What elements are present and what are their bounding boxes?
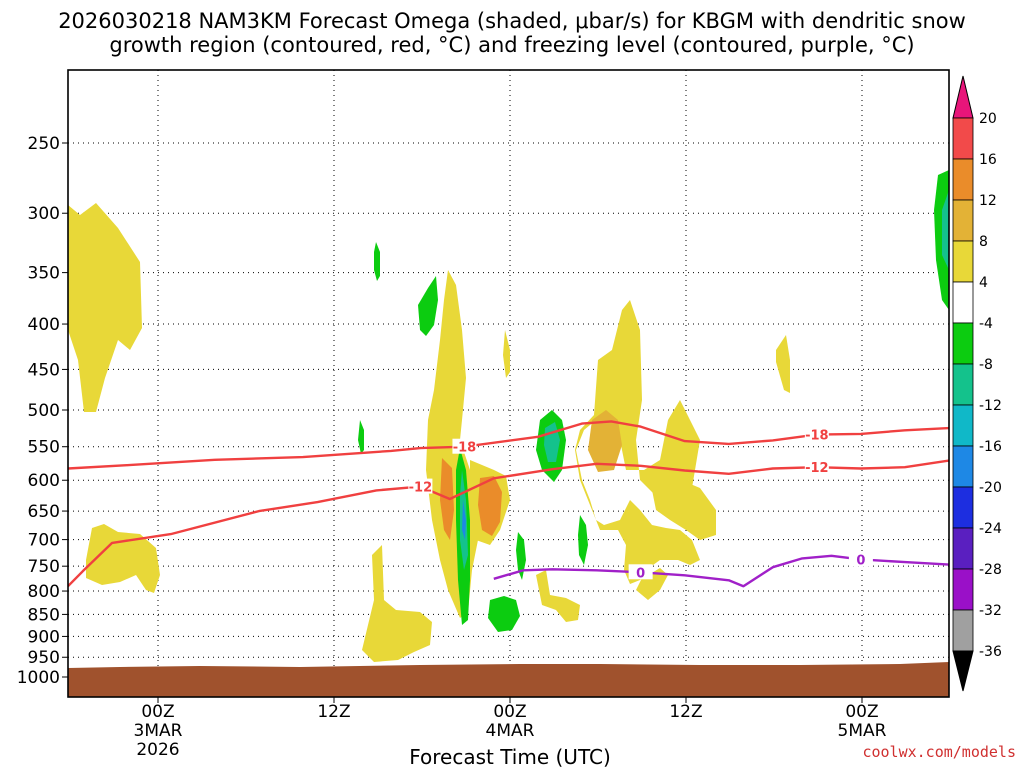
omega-area-low-left bbox=[362, 545, 432, 662]
colorbar-bin-2 bbox=[952, 199, 974, 242]
colorbar-label-2: 12 bbox=[979, 193, 997, 209]
omega-area-upper-mid bbox=[503, 330, 510, 378]
omega-area-green-low bbox=[488, 596, 520, 632]
y-tick-label-600: 600 bbox=[28, 471, 60, 491]
y-tick-label-950: 950 bbox=[28, 648, 60, 668]
omega-area-east-column bbox=[575, 300, 700, 600]
colorbar-bin-1 bbox=[952, 158, 974, 201]
omega-area-east-right bbox=[650, 478, 716, 540]
colorbar-label-1: 16 bbox=[979, 152, 997, 168]
y-tick-label-400: 400 bbox=[28, 315, 60, 335]
colorbar-bin-10 bbox=[952, 527, 974, 570]
x-tick-label-1: 12Z bbox=[317, 702, 350, 722]
colorbar-bin-11 bbox=[952, 568, 974, 611]
omega-area-small-1 bbox=[374, 242, 380, 281]
omega-area-early-low bbox=[86, 524, 160, 593]
contour-label-1-0: -12 bbox=[409, 481, 433, 496]
colorbar-bin-12 bbox=[952, 609, 974, 652]
y-tick-label-650: 650 bbox=[28, 502, 60, 522]
y-tick-label-850: 850 bbox=[28, 605, 60, 625]
colorbar-bin-9 bbox=[952, 486, 974, 529]
contour-label-0-1: -18 bbox=[805, 429, 829, 444]
contour-label-bg-1-0 bbox=[408, 478, 433, 494]
contour-label-bg-2-1 bbox=[848, 551, 873, 567]
contour-label-bg-0-1 bbox=[804, 426, 829, 442]
colorbar-label-9: -20 bbox=[979, 480, 1002, 496]
x-tick-label-0: 00Z bbox=[141, 702, 174, 722]
omega-area-blue-core bbox=[462, 500, 466, 540]
contour-label-bg-2-0 bbox=[628, 564, 653, 580]
x-axis-label: Forecast Time (UTC) bbox=[409, 745, 611, 768]
terrain bbox=[68, 662, 949, 697]
colorbar-label-11: -28 bbox=[979, 562, 1002, 578]
plot-area bbox=[68, 70, 949, 697]
y-tick-label-800: 800 bbox=[28, 582, 60, 602]
colorbar-bin-6 bbox=[952, 363, 974, 406]
x-tick-label-3: 12Z bbox=[669, 702, 702, 722]
colorbar-bin-4 bbox=[952, 281, 974, 324]
x-tick-year-0: 2026 bbox=[136, 740, 179, 760]
colorbar-label-12: -32 bbox=[979, 603, 1002, 619]
y-tick-label-350: 350 bbox=[28, 264, 60, 284]
colorbar-label-6: -8 bbox=[979, 357, 993, 373]
omega-area-green-small-c bbox=[578, 515, 588, 565]
x-tick-date-4: 5MAR bbox=[838, 721, 887, 741]
colorbar-bin-5 bbox=[952, 322, 974, 365]
colorbar-label-4: 4 bbox=[979, 275, 988, 291]
contour-label-bg-0-0 bbox=[452, 438, 477, 454]
x-tick-label-4: 00Z bbox=[845, 702, 878, 722]
colorbar-top-arrow bbox=[952, 75, 974, 119]
colorbar-label-8: -16 bbox=[979, 439, 1002, 455]
colorbar-label-5: -4 bbox=[979, 316, 993, 332]
colorbar-label-3: 8 bbox=[979, 234, 988, 250]
colorbar-bottom-arrow bbox=[952, 650, 974, 692]
contour-label-1-1: -12 bbox=[805, 461, 829, 476]
omega-area-late-upper-core bbox=[942, 190, 949, 270]
contour-label-bg-1-1 bbox=[804, 459, 829, 475]
y-tick-label-450: 450 bbox=[28, 360, 60, 380]
chart-title-line2: growth region (contoured, red, °C) and f… bbox=[109, 33, 914, 57]
y-tick-label-700: 700 bbox=[28, 531, 60, 551]
colorbar-bin-0 bbox=[952, 117, 974, 160]
omega-area-orange-core bbox=[478, 476, 502, 536]
plot-frame bbox=[67, 69, 950, 698]
y-axis-ticks: 2503003504004505005506006507007508008509… bbox=[17, 134, 68, 688]
omega-area-low-right bbox=[536, 570, 580, 622]
colorbar-label-10: -24 bbox=[979, 521, 1002, 537]
contour-label-2-1: 0 bbox=[856, 553, 865, 568]
omega-area-east-orange bbox=[588, 410, 622, 472]
y-tick-label-550: 550 bbox=[28, 438, 60, 458]
colorbar: 20 16 12 8 4 -4 -8 -12 -16 -20 -24 -28 -32 -36 bbox=[952, 75, 1002, 692]
omega-shading bbox=[68, 170, 949, 662]
y-tick-label-1000: 1000 bbox=[17, 668, 60, 688]
credit-text: coolwx.com/models bbox=[862, 743, 1016, 761]
y-tick-label-900: 900 bbox=[28, 627, 60, 647]
x-tick-label-2: 00Z bbox=[493, 702, 526, 722]
chart-title-line1: 2026030218 NAM3KM Forecast Omega (shaded… bbox=[58, 9, 966, 33]
colorbar-label-13: -36 bbox=[979, 644, 1002, 660]
y-tick-label-300: 300 bbox=[28, 204, 60, 224]
contour-label-0-0: -18 bbox=[453, 441, 477, 456]
omega-area-late-mid bbox=[776, 335, 790, 393]
colorbar-label-7: -12 bbox=[979, 398, 1002, 414]
y-tick-label-250: 250 bbox=[28, 134, 60, 154]
colorbar-label-0: 20 bbox=[979, 111, 997, 127]
colorbar-bin-8 bbox=[952, 445, 974, 488]
contour-label-2-0: 0 bbox=[636, 566, 645, 581]
colorbar-bin-7 bbox=[952, 404, 974, 447]
omega-area-early-upper bbox=[68, 203, 142, 412]
omega-area-green-small-a bbox=[358, 420, 364, 454]
colorbar-bin-3 bbox=[952, 240, 974, 283]
x-tick-date-2: 4MAR bbox=[486, 721, 535, 741]
omega-area-small-2 bbox=[418, 276, 438, 336]
contours: -18 -18 -12 -12 0 0 bbox=[68, 420, 949, 588]
y-tick-label-500: 500 bbox=[28, 401, 60, 421]
x-tick-date-0: 3MAR bbox=[134, 721, 183, 741]
y-tick-label-750: 750 bbox=[28, 557, 60, 577]
omega-area-green-small-b bbox=[516, 532, 526, 580]
